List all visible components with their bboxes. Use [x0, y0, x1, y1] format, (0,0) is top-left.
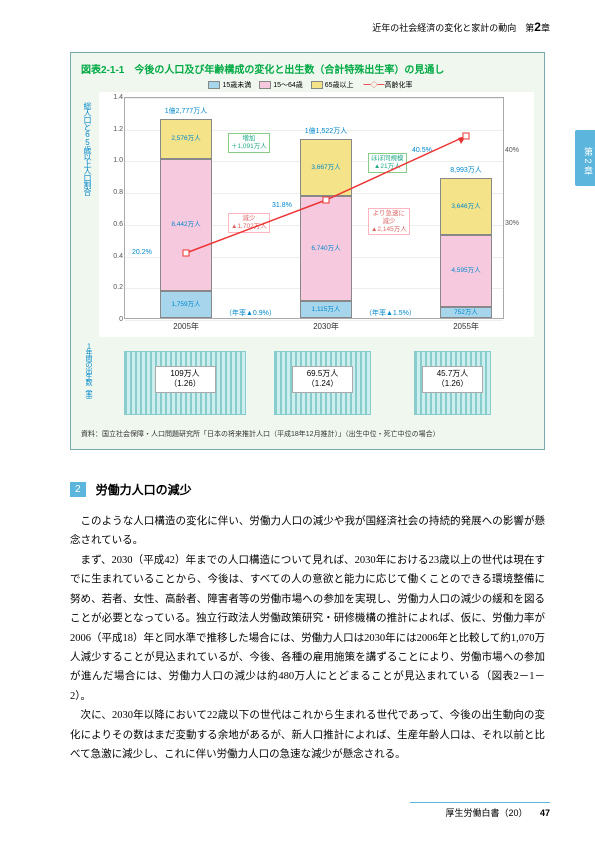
- section-header: 2 労働力人口の減少: [70, 480, 545, 498]
- x-label: 2005年: [160, 321, 212, 332]
- stacked-bar: 3,667万人6,740万人1,115万人: [300, 139, 352, 318]
- rate-label: 20.2%: [132, 249, 152, 256]
- legend-swatch-over65: [311, 81, 323, 89]
- rate-label: 31.8%: [272, 202, 292, 209]
- stacked-bar: 3,646万人4,595万人752万人: [440, 178, 492, 318]
- ytick: 0.6: [105, 221, 123, 228]
- ytick: 0.2: [105, 284, 123, 291]
- legend-swatch-under15: [208, 81, 220, 89]
- ytick-right: 30%: [505, 220, 527, 227]
- chart-area: 総人口と65歳以上人口割合 00.20.40.60.81.01.21.430%4…: [99, 92, 534, 337]
- annotation: 減少 ▲1,702万人: [228, 213, 270, 233]
- annotation: より急速に 減少 ▲2,145万人: [368, 208, 410, 235]
- paragraph: まず、2030（平成42）年までの人口構造について見れば、2030年における23…: [70, 551, 545, 706]
- annotation: 増加 ＋1,091万人: [228, 133, 270, 153]
- bar-total-label: 1億1,522万人: [291, 126, 361, 136]
- ytick: 0.8: [105, 189, 123, 196]
- birth-box: 45.7万人（1.26）: [414, 351, 491, 415]
- chart-legend: 15歳未満 15～64歳 65歳以上 ━◇━高齢化率: [81, 80, 534, 90]
- section-number: 2: [70, 482, 86, 497]
- bar-total-label: 8,993万人: [431, 165, 501, 175]
- body-text: このような人口構造の変化に伴い、労働力人口の減少や我が国経済社会の持続的発展への…: [70, 512, 545, 764]
- y-axis-label: 総人口と65歳以上人口割合: [81, 102, 93, 195]
- header-text: 近年の社会経済の変化と家計の動向: [372, 23, 525, 33]
- paragraph: このような人口構造の変化に伴い、労働力人口の減少や我が国経済社会の持続的発展への…: [70, 512, 545, 551]
- footer-label: 厚生労働白書（20）: [445, 808, 527, 818]
- stacked-bar: 2,576万人8,442万人1,759万人: [160, 119, 212, 318]
- birth-box: 69.5万人（1.24）: [274, 351, 371, 415]
- chapter-tab: 第 2 章: [575, 130, 595, 186]
- x-label: 2030年: [300, 321, 352, 332]
- figure-2-1-1: 図表2-1-1 今後の人口及び年齢構成の変化と出生数（合計特殊出生率）の見通し …: [70, 52, 545, 450]
- ytick: 1.4: [105, 94, 123, 101]
- page-number: 47: [540, 808, 550, 818]
- ytick: 0.4: [105, 253, 123, 260]
- ytick: 0: [105, 316, 123, 323]
- ytick-right: 40%: [505, 147, 527, 154]
- bar-total-label: 1億2,777万人: [151, 106, 221, 116]
- chart-title: 図表2-1-1 今後の人口及び年齢構成の変化と出生数（合計特殊出生率）の見通し: [81, 61, 534, 76]
- annotation: ほぼ同規模 ▲21万人: [368, 153, 407, 173]
- x-label: 2055年: [440, 321, 492, 332]
- birth-box: 109万人（1.26）: [124, 351, 246, 415]
- section-title: 労働力人口の減少: [96, 483, 192, 497]
- rate-label: 40.5%: [412, 147, 432, 154]
- chart-source: 資料：国立社会保障・人口問題研究所「日本の将来推計人口（平成18年12月推計）」…: [81, 429, 534, 439]
- legend-swatch-1564: [259, 81, 271, 89]
- chart-plot: 00.20.40.60.81.01.21.430%40%2,576万人8,442…: [124, 97, 504, 319]
- ytick: 1.0: [105, 157, 123, 164]
- births-label: １年間の出生数（率）: [81, 343, 93, 403]
- ytick: 1.2: [105, 126, 123, 133]
- page-header: 近年の社会経済の変化と家計の動向 第2章: [0, 0, 595, 42]
- births-row: １年間の出生数（率） 109万人（1.26）69.5万人（1.24）45.7万人…: [99, 343, 534, 423]
- page-footer: 厚生労働白書（20） 47: [410, 802, 550, 819]
- paragraph: 次に、2030年以降において22歳以下の世代はこれから生まれる世代であって、今後…: [70, 706, 545, 764]
